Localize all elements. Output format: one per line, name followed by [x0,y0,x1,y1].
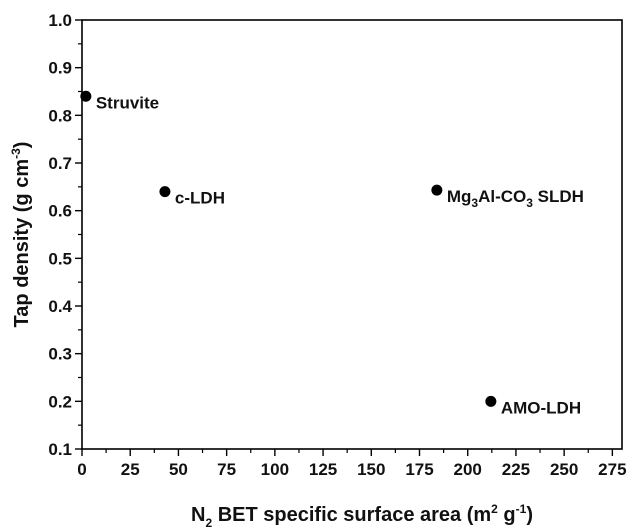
y-tick-label: 1.0 [48,11,72,30]
x-tick-label: 250 [550,460,578,479]
data-points: Struvite c-LDH Mg3Al-CO3 SLDH AMO-LDH [80,90,584,417]
point-label: Mg3Al-CO3 SLDH [447,187,584,210]
x-axis-ticks: 0 25 50 75 100 125 150 175 200 225 250 275 [77,449,627,479]
point-label: AMO-LDH [501,398,581,417]
x-tick-label: 125 [309,460,337,479]
x-tick-label: 200 [454,460,482,479]
point-label: Struvite [96,93,159,112]
x-tick-label: 50 [169,460,188,479]
data-point [159,186,171,198]
y-tick-label: 0.4 [48,297,72,316]
y-axis-ticks: 0.1 0.2 0.3 0.4 0.5 0.6 0.7 0.8 0.9 1.0 [48,11,82,459]
data-point [431,184,443,196]
y-axis-title: Tap density (g cm-3) [9,142,33,328]
x-tick-label: 275 [598,460,626,479]
x-tick-label: 225 [502,460,530,479]
y-tick-label: 0.9 [48,59,72,78]
y-tick-label: 0.5 [48,249,72,268]
y-tick-label: 0.8 [48,106,72,125]
x-tick-label: 25 [121,460,140,479]
y-tick-label: 0.1 [48,440,72,459]
y-tick-label: 0.7 [48,154,72,173]
point-label: c-LDH [175,189,225,208]
x-tick-label: 175 [405,460,433,479]
x-tick-label: 150 [357,460,385,479]
x-axis-title: N2 BET specific surface area (m2 g-1) [191,502,533,529]
plot-frame [81,19,623,450]
y-tick-label: 0.2 [48,392,72,411]
y-tick-label: 0.3 [48,345,72,364]
data-point [485,395,497,407]
x-tick-label: 100 [261,460,289,479]
y-tick-label: 0.6 [48,202,72,221]
data-point [80,90,92,102]
x-tick-label: 0 [77,460,86,479]
x-tick-label: 75 [217,460,236,479]
plot-axes [81,19,623,450]
